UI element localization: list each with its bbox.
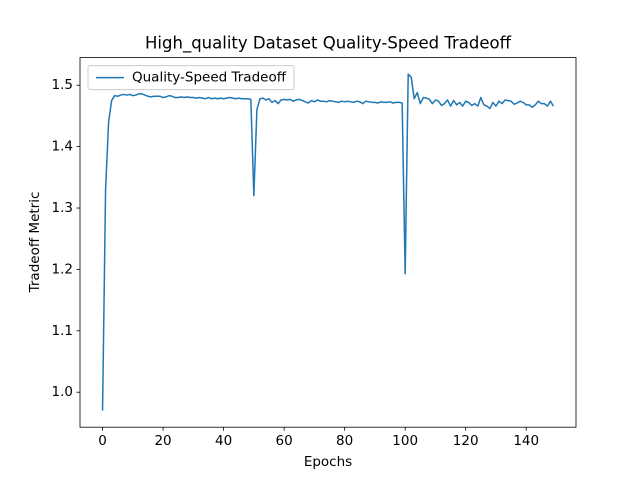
x-tick-label: 0: [98, 433, 107, 449]
x-axis-label: Epochs: [304, 454, 352, 470]
y-axis-label: Tradeoff Metric: [27, 192, 43, 294]
x-tick-label: 140: [513, 433, 539, 449]
x-tick-label: 120: [453, 433, 479, 449]
y-tick-label: 1.5: [52, 77, 73, 93]
x-tick-label: 40: [215, 433, 232, 449]
legend-label: Quality-Speed Tradeoff: [132, 70, 287, 86]
legend: [87, 65, 295, 91]
chart-title: High_quality Dataset Quality-Speed Trade…: [145, 34, 512, 54]
axes-frame: [79, 57, 577, 428]
x-tick-label: 20: [154, 433, 171, 449]
x-tick-label: 60: [276, 433, 293, 449]
y-tick-label: 1.2: [52, 261, 73, 277]
y-tick-label: 1.0: [52, 384, 73, 400]
x-tick-label: 80: [336, 433, 353, 449]
x-tick-label: 100: [392, 433, 418, 449]
y-tick-label: 1.4: [52, 139, 73, 155]
y-tick-label: 1.1: [52, 323, 73, 339]
y-tick-label: 1.3: [52, 200, 73, 216]
line-series: [101, 73, 555, 411]
